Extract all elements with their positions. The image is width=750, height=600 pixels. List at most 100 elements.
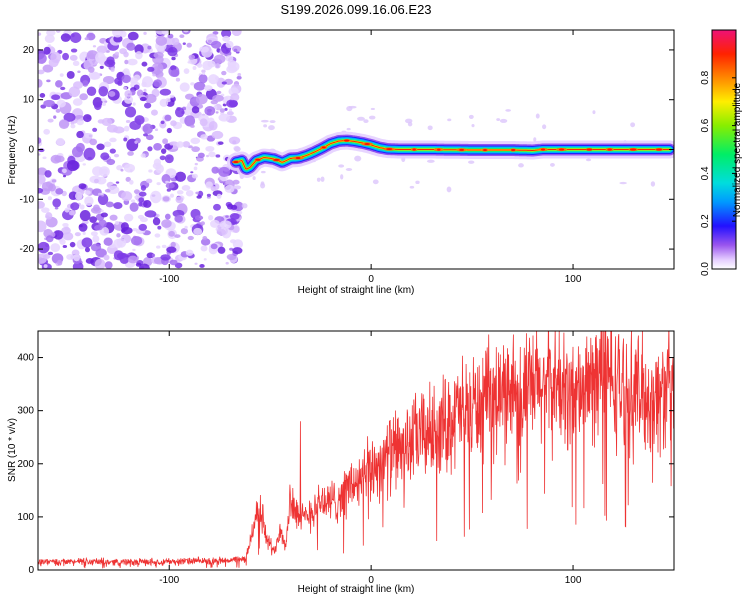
ridge-layer xyxy=(235,140,671,170)
noise-blob xyxy=(195,94,208,105)
noise-blob xyxy=(60,33,71,42)
noise-blob xyxy=(229,247,234,251)
noise-blob xyxy=(106,158,116,166)
ridge-hotspot xyxy=(437,148,441,151)
noise-blob xyxy=(354,155,362,162)
noise-blob xyxy=(84,133,94,139)
y-tick-label: -20 xyxy=(20,244,35,255)
noise-blob xyxy=(229,213,240,220)
noise-blob xyxy=(69,54,78,61)
noise-blob xyxy=(155,35,168,46)
noise-blob xyxy=(52,198,62,208)
noise-blob xyxy=(38,174,46,185)
noise-blob xyxy=(208,214,214,221)
noise-blob xyxy=(143,133,148,137)
spectrogram-x-axis-label: Height of straight line (km) xyxy=(298,285,415,296)
noise-blob xyxy=(69,241,76,248)
noise-blob xyxy=(370,107,375,111)
noise-blob xyxy=(205,145,215,152)
ridge-hotspot xyxy=(321,146,326,149)
noise-blob xyxy=(147,45,152,50)
noise-blob xyxy=(131,235,143,246)
noise-blob xyxy=(152,73,156,77)
noise-blob xyxy=(125,176,131,182)
noise-blob xyxy=(38,137,42,144)
noise-blob xyxy=(38,148,45,153)
noise-blob xyxy=(98,219,107,228)
noise-blob xyxy=(90,72,101,80)
noise-blob xyxy=(150,190,162,204)
noise-blob xyxy=(496,118,501,122)
noise-blob xyxy=(89,138,98,146)
noise-blob xyxy=(123,86,128,90)
colorbar-label: Normalized spectral amplitude xyxy=(732,82,743,217)
noise-blob xyxy=(230,204,238,210)
noise-blob xyxy=(47,44,52,48)
noise-blob xyxy=(164,154,174,164)
y-tick-label: 20 xyxy=(23,45,35,56)
noise-blob xyxy=(54,206,59,210)
noise-blob xyxy=(346,127,351,131)
noise-blob xyxy=(170,241,176,248)
noise-blob xyxy=(201,69,206,74)
noise-blob xyxy=(170,65,177,71)
noise-blob xyxy=(61,168,67,174)
noise-blob xyxy=(221,30,232,38)
noise-blob xyxy=(53,230,64,240)
noise-blob xyxy=(130,199,136,203)
noise-blob xyxy=(174,234,181,238)
noise-blob xyxy=(154,128,159,132)
noise-blob xyxy=(92,127,98,132)
noise-blob xyxy=(542,124,547,130)
noise-blob xyxy=(84,196,94,206)
noise-blob xyxy=(38,253,47,264)
noise-blob xyxy=(217,141,224,145)
noise-blob xyxy=(101,98,106,102)
noise-blob xyxy=(206,193,211,197)
noise-blob xyxy=(141,81,147,88)
noise-blob xyxy=(47,251,54,256)
noise-blob xyxy=(224,184,235,193)
noise-blob xyxy=(107,185,120,195)
noise-blob xyxy=(167,33,174,39)
noise-blob xyxy=(72,98,83,106)
noise-blob xyxy=(190,137,201,145)
noise-blob xyxy=(175,77,181,82)
noise-blob xyxy=(79,204,85,210)
ridge-hotspot xyxy=(459,148,465,151)
y-tick-label: 300 xyxy=(17,406,34,417)
x-tick-label: -100 xyxy=(159,575,179,586)
noise-blob xyxy=(191,173,198,179)
noise-blob xyxy=(219,108,225,113)
noise-blob xyxy=(46,30,56,37)
noise-blob xyxy=(84,190,91,195)
noise-blob xyxy=(50,51,62,63)
noise-blob xyxy=(112,30,123,38)
noise-blob xyxy=(75,192,83,201)
noise-blob xyxy=(216,229,226,236)
noise-blob xyxy=(129,179,134,185)
noise-blob xyxy=(76,130,84,139)
noise-blob xyxy=(592,110,596,115)
noise-blob xyxy=(268,125,275,131)
noise-blob xyxy=(199,118,208,127)
noise-blob xyxy=(216,90,222,95)
noise-blob xyxy=(139,216,148,223)
noise-blob xyxy=(82,231,86,235)
ridge-hotspot xyxy=(607,148,612,151)
noise-blob xyxy=(98,166,110,177)
noise-blob xyxy=(51,179,57,183)
noise-blob xyxy=(113,202,123,209)
noise-blob xyxy=(200,245,208,252)
noise-blob xyxy=(225,40,234,49)
noise-blob xyxy=(166,127,172,134)
snr-panel: -100 0 100 0 100 200 300 400 Height of straigh… xyxy=(7,330,675,595)
ridge-hotspot xyxy=(483,148,487,151)
noise-blob xyxy=(138,197,145,203)
noise-blob xyxy=(78,183,87,190)
noise-blob xyxy=(155,30,167,35)
noise-blob xyxy=(121,226,133,235)
noise-blob xyxy=(110,67,115,72)
noise-blob xyxy=(81,237,93,248)
noise-blob xyxy=(38,183,42,188)
